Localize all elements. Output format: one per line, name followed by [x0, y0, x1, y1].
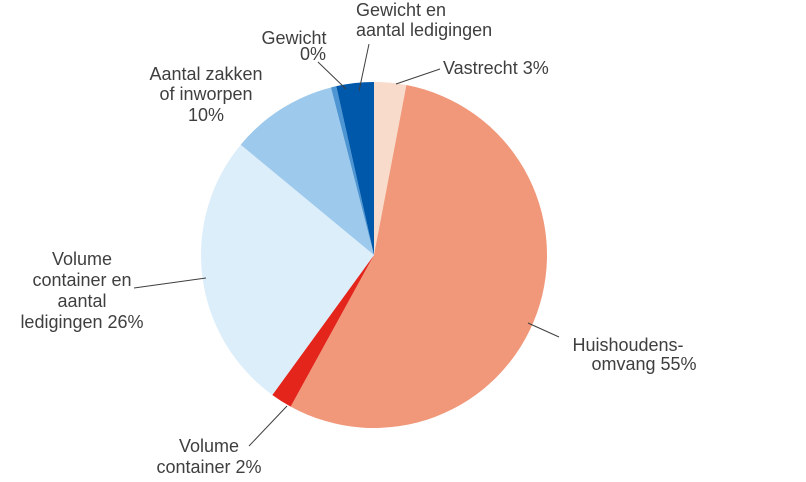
leader-line-huishoudensomvang: [527, 322, 560, 338]
slice-label-gewicht-line0: Gewicht: [261, 28, 326, 48]
slice-label-volume-container-en-aantal-ledigingen-line1: container en: [32, 270, 131, 290]
leader-line-volume-container-en-aantal-ledigingen: [133, 277, 207, 289]
slice-label-aantal-zakken-of-inworpen-line2: 10%: [188, 105, 224, 125]
slice-label-huishoudensomvang-line0: Huishoudens-: [572, 335, 683, 355]
leader-line-gewicht: [317, 61, 347, 90]
slice-label-gewicht-en-aantal-ledigingen-line1: aantal ledigingen: [356, 20, 492, 40]
slice-label-volume-container-en-aantal-ledigingen-line3: ledigingen 26%: [20, 312, 143, 332]
slice-label-gewicht-en-aantal-ledigingen-line0: Gewicht en: [356, 0, 446, 20]
leader-line-volume-container: [248, 405, 288, 447]
pie-slice-volume-container: [272, 255, 374, 407]
pie-slice-gewicht-en-aantal-ledigingen: [336, 82, 374, 255]
pie-slices: [201, 82, 547, 428]
slice-label-aantal-zakken-of-inworpen-line1: of inworpen: [159, 84, 252, 104]
leader-line-vastrecht: [395, 68, 441, 85]
slice-label-aantal-zakken-of-inworpen-line0: Aantal zakken: [149, 64, 262, 84]
slice-label-volume-container-line0: Volume: [179, 436, 239, 456]
slice-label-volume-container-en-aantal-ledigingen-line0: Volume: [52, 249, 112, 269]
pie-slice-volume-container-en-aantal-ledigingen: [201, 144, 374, 395]
pie-slice-gewicht: [330, 86, 374, 255]
pie-slice-aantal-zakken-of-inworpen: [240, 87, 374, 255]
pie-slice-vastrecht: [374, 82, 407, 255]
leader-line-gewicht-en-aantal-ledigingen: [358, 43, 370, 92]
slice-label-vastrecht-line0: Vastrecht 3%: [443, 58, 549, 78]
slice-label-gewicht-line1: 0%: [300, 44, 326, 64]
slice-label-volume-container-en-aantal-ledigingen-line2: aantal: [57, 291, 106, 311]
slice-label-volume-container-line1: container 2%: [156, 457, 261, 477]
pie-slice-huishoudensomvang: [290, 85, 547, 428]
slice-label-huishoudensomvang-line1: omvang 55%: [591, 354, 696, 374]
slice-labels: Vastrecht 3% Huishoudens-omvang 55% Volume…: [20, 0, 696, 477]
leader-lines: [133, 43, 560, 447]
